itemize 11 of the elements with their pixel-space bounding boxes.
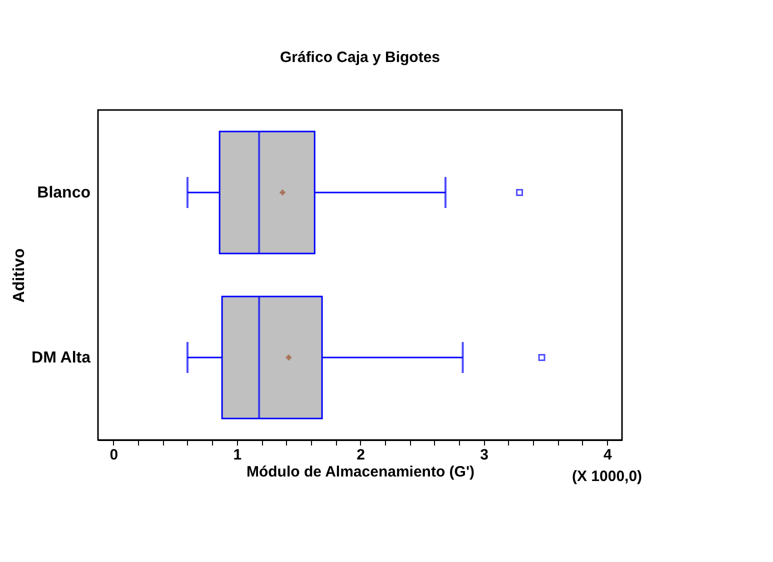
chart-title: Gráfico Caja y Bigotes <box>280 49 440 66</box>
x-tick-label: 2 <box>356 446 365 464</box>
y-tick-label: Blanco <box>37 184 91 202</box>
x-tick-label: 4 <box>604 446 613 464</box>
y-tick-label: DM Alta <box>32 350 91 366</box>
x-tick-label: 0 <box>110 446 118 464</box>
text: (X 1000,0) <box>572 468 642 485</box>
x-tick-label: 3 <box>480 446 488 464</box>
y-axis-title: Aditivo <box>10 248 28 303</box>
x-tick-label: 1 <box>233 446 242 464</box>
x-axis-title: Módulo de Almacenamiento (G') <box>246 464 475 480</box>
